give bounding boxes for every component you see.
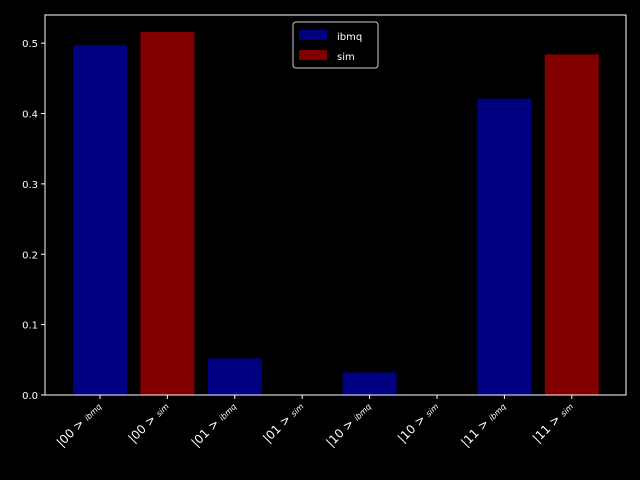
legend-swatch-ibmq — [299, 30, 327, 40]
x-tick-subscript: ibmq — [83, 402, 104, 423]
x-tick-label: |00 > sim — [125, 399, 171, 445]
x-tick-label: |01 > ibmq — [189, 399, 239, 449]
bar-sim-1 — [140, 31, 195, 396]
bar-ibmq-0 — [73, 45, 127, 396]
bar-ibmq-4 — [342, 372, 397, 395]
bars-group — [73, 31, 599, 396]
legend-box — [292, 21, 379, 69]
bar-sim-7 — [544, 54, 599, 396]
x-tick-label: |11 > sim — [530, 399, 576, 445]
y-tick-label: 0.1 — [22, 321, 38, 332]
y-tick-label: 0.4 — [22, 110, 38, 121]
y-tick-label: 0.2 — [22, 250, 38, 261]
x-tick-subscript: ibmq — [487, 402, 508, 423]
x-tick-subscript: ibmq — [352, 402, 373, 423]
y-tick-label: 0.0 — [22, 391, 38, 402]
bar-ibmq-6 — [477, 98, 532, 395]
plot-frame — [44, 14, 627, 396]
bar-ibmq-2 — [207, 358, 262, 395]
x-tick-label: |10 > sim — [395, 399, 441, 445]
x-tick-label: |00 > ibmq — [54, 399, 104, 449]
y-tick-label: 0.5 — [22, 39, 38, 50]
legend-swatch-sim — [299, 50, 327, 60]
y-tick-label: 0.3 — [22, 180, 38, 191]
legend-label-ibmq: ibmq — [337, 32, 362, 43]
x-tick-label: |10 > ibmq — [323, 399, 373, 449]
legend-label-sim: sim — [337, 52, 355, 63]
x-tick-subscript: ibmq — [218, 402, 239, 423]
x-tick-label: |11 > ibmq — [458, 399, 508, 449]
legend: ibmq sim — [292, 21, 379, 69]
x-tick-label: |01 > sim — [260, 399, 306, 445]
